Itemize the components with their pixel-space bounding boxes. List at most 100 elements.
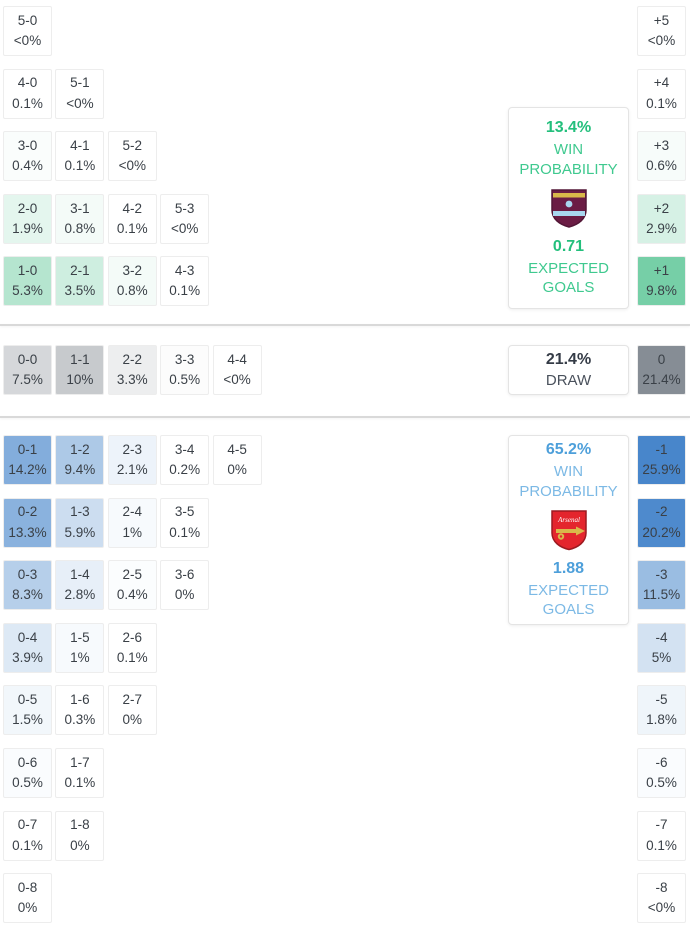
probability-label: 2.9% <box>646 220 677 236</box>
score-label: +1 <box>653 263 670 279</box>
score-cell: 3-0 0.4% <box>3 131 52 182</box>
probability-label: 13.3% <box>8 524 47 540</box>
goal-diff-cell: +4 0.1% <box>637 68 686 119</box>
score-label: -7 <box>655 817 668 833</box>
probability-label: 1.5% <box>12 712 43 728</box>
score-label: +5 <box>653 12 670 28</box>
home-win-probability-label: WIN PROBABILITY <box>519 141 618 178</box>
probability-label: 0.1% <box>116 649 148 665</box>
home-win-panel: 13.4% WIN PROBABILITY 0.71 EXPECTED GOAL… <box>508 107 629 309</box>
score-label: 1-7 <box>70 754 90 770</box>
score-cell: 3-1 0.8% <box>55 193 105 244</box>
probability-label: 14.2% <box>8 462 47 477</box>
score-label: 0-3 <box>17 566 38 582</box>
score-label: 4-1 <box>70 137 90 153</box>
probability-label: 0.8% <box>116 283 148 299</box>
section-divider <box>0 324 690 326</box>
score-label: 0-0 <box>17 351 38 367</box>
score-cell: 5-0 <0% <box>3 6 52 56</box>
probability-label: 9.8% <box>646 283 677 299</box>
probability-label: 8.3% <box>12 587 43 603</box>
score-cell: 0-1 14.2% <box>3 435 52 485</box>
probability-label: 0.1% <box>646 95 677 111</box>
probability-label: 0% <box>174 587 195 603</box>
score-cell: 3-2 0.8% <box>107 256 157 307</box>
probability-label: 10% <box>66 372 94 387</box>
home-expected-goals-label: EXPECTED GOALS <box>528 259 609 297</box>
goal-diff-cell: 0 21.4% <box>637 345 686 395</box>
score-cell: 4-1 0.1% <box>55 131 105 182</box>
goal-diff-cell: -4 5% <box>637 622 686 673</box>
score-label: 2-5 <box>122 566 143 582</box>
score-label: 5-0 <box>17 12 38 28</box>
probability-label: 5% <box>651 649 672 665</box>
goal-diff-cell: +5 <0% <box>637 6 686 56</box>
probability-label: 0.5% <box>12 775 43 790</box>
score-cell: 0-2 13.3% <box>3 497 52 548</box>
probability-label: 0.4% <box>116 587 148 603</box>
probability-label: 0.1% <box>646 837 677 853</box>
score-cell: 2-3 2.1% <box>107 435 157 485</box>
score-label: 1-0 <box>17 263 38 279</box>
score-label: 5-1 <box>70 75 90 91</box>
score-cell: 2-4 1% <box>107 497 157 548</box>
score-cell: 3-6 0% <box>160 560 210 611</box>
score-cell: 5-2 <0% <box>107 131 157 182</box>
probability-label: 11.5% <box>642 587 681 603</box>
probability-label: 1% <box>122 524 143 540</box>
goal-diff-cell: +3 0.6% <box>637 131 686 182</box>
probability-label: 0.1% <box>64 775 96 790</box>
goal-diff-cell: -1 25.9% <box>637 435 686 485</box>
goal-diff-cell: -2 20.2% <box>637 497 686 548</box>
score-cell: 4-5 0% <box>212 435 262 485</box>
score-cell: 4-4 <0% <box>212 345 262 395</box>
probability-label: 1.8% <box>646 712 677 728</box>
probability-label: 1% <box>70 649 90 665</box>
score-label: 1-8 <box>70 817 90 833</box>
score-label: 3-3 <box>174 351 195 367</box>
probability-label: 0% <box>70 837 90 853</box>
score-cell: 0-3 8.3% <box>3 560 52 611</box>
probability-label: 0.1% <box>169 283 201 299</box>
score-cell: 3-5 0.1% <box>160 497 210 548</box>
probability-label: 0.1% <box>64 158 96 174</box>
draw-label: DRAW <box>545 371 592 389</box>
probability-label: 2.8% <box>64 587 96 603</box>
score-label: 4-3 <box>174 263 195 279</box>
score-label: 0 <box>657 351 666 367</box>
score-label: 2-1 <box>70 263 90 279</box>
probability-label: <0% <box>170 220 199 236</box>
score-label: +2 <box>653 200 670 216</box>
probability-label: 3.3% <box>116 372 148 387</box>
score-label: 0-2 <box>17 504 38 520</box>
probability-label: 1.9% <box>12 220 43 236</box>
probability-label: 0% <box>227 462 247 477</box>
score-cell: 0-5 1.5% <box>3 685 52 736</box>
probability-label: 0.4% <box>12 158 43 174</box>
probability-label: <0% <box>223 372 251 387</box>
probability-label: 0.2% <box>169 462 201 477</box>
score-label: 1-2 <box>70 441 90 457</box>
probability-label: 20.2% <box>642 524 681 540</box>
draw-probability-value: 21.4% <box>545 351 592 369</box>
score-cell: 5-3 <0% <box>160 193 210 244</box>
probability-label: 9.4% <box>64 462 96 477</box>
score-label: 0-5 <box>17 692 38 708</box>
score-label: -4 <box>655 629 668 645</box>
probability-label: 0.5% <box>169 372 201 387</box>
score-cell: 1-2 9.4% <box>55 435 105 485</box>
arsenal-crest: Arsenal <box>550 509 588 551</box>
score-cell: 1-0 5.3% <box>3 256 52 307</box>
score-cell: 1-7 0.1% <box>55 748 105 798</box>
score-label: 1-3 <box>70 504 90 520</box>
home-expected-goals-value: 0.71 <box>552 238 585 255</box>
score-label: 3-0 <box>17 137 38 153</box>
score-label: -3 <box>655 566 668 582</box>
score-label: 3-1 <box>70 200 90 216</box>
goal-diff-cell: -5 1.8% <box>637 685 686 736</box>
score-label: -1 <box>655 441 668 457</box>
away-expected-goals-value: 1.88 <box>552 560 585 577</box>
probability-label: 0.1% <box>169 524 201 540</box>
svg-text:Arsenal: Arsenal <box>557 516 580 524</box>
score-label: 3-4 <box>174 441 195 457</box>
